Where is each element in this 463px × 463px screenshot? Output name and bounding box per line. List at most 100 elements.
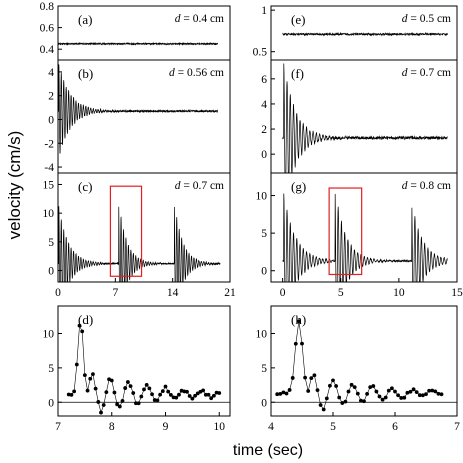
data-point — [390, 386, 394, 391]
data-point — [393, 389, 397, 394]
data-point — [287, 388, 292, 392]
data-point — [166, 389, 171, 394]
y-tick-label: 0.6 — [40, 23, 55, 35]
annotation-variable: d — [169, 67, 175, 79]
data-point — [340, 401, 345, 405]
data-point — [334, 384, 338, 388]
data-point — [290, 376, 295, 380]
y-tick-label: 0 — [48, 266, 54, 278]
data-point — [368, 385, 373, 390]
data-point — [436, 391, 441, 396]
x-tick-label: 5 — [338, 287, 344, 299]
series-line — [282, 193, 448, 282]
x-tick-label: 6 — [392, 421, 398, 433]
x-tick-label: 9 — [163, 421, 169, 433]
panel-label: (c) — [78, 179, 92, 194]
panel-label: (d) — [78, 312, 93, 327]
data-point — [112, 390, 117, 395]
data-point — [275, 392, 280, 397]
data-point — [278, 391, 283, 396]
data-point — [433, 389, 438, 394]
data-point — [380, 397, 385, 402]
y-tick-label: 2 — [261, 124, 267, 136]
x-tick-label: 7 — [454, 421, 460, 433]
x-tick-label: 0 — [55, 287, 61, 299]
series-line — [58, 41, 219, 46]
y-tick-label: 4 — [261, 99, 267, 111]
data-point — [328, 383, 332, 388]
annotation-variable: d — [402, 13, 408, 25]
y-tick-label: 5 — [48, 237, 54, 249]
data-point — [309, 376, 314, 380]
panel-label: (b) — [78, 66, 93, 81]
data-point — [206, 392, 211, 397]
data-point — [80, 329, 85, 334]
data-point — [315, 388, 320, 393]
y-tick-label: 0 — [48, 114, 54, 126]
data-point — [399, 396, 404, 400]
data-point — [147, 386, 152, 391]
y-tick-label: 0 — [261, 149, 267, 161]
y-tick-label: 10 — [256, 191, 268, 203]
data-point — [303, 375, 307, 380]
data-point — [209, 396, 214, 401]
data-point — [300, 341, 304, 346]
data-point — [155, 398, 160, 403]
data-point — [136, 401, 141, 406]
panels-group: 0.4 0.6 0.8 (a) d = 0.4 cm -4 -2 0 2 4 (b) d = 0.56… — [40, 1, 463, 433]
annotation-variable: d — [175, 180, 181, 192]
x-tick-label: 10 — [214, 421, 226, 433]
x-tick-label: 21 — [224, 287, 236, 299]
data-point — [74, 362, 79, 367]
data-point — [123, 386, 128, 390]
y-tick-label: 0 — [261, 266, 267, 278]
spacing-annotation: d = 0.5 cm — [402, 13, 451, 25]
panel-b: -4 -2 0 2 4 (b) d = 0.56 cm — [44, 59, 231, 174]
data-point — [77, 323, 82, 328]
spacing-annotation: d = 0.7 cm — [402, 67, 451, 79]
data-point — [343, 399, 348, 404]
data-point — [312, 373, 317, 378]
data-point — [150, 392, 154, 397]
y-tick-label: 5 — [261, 228, 267, 240]
data-point — [99, 410, 103, 415]
panel-label: (e) — [291, 12, 305, 27]
data-point — [417, 393, 422, 398]
x-tick-label: 15 — [451, 287, 463, 299]
data-point — [144, 383, 149, 387]
data-point — [297, 319, 301, 324]
x-tick-label: 5 — [330, 421, 336, 433]
data-point — [69, 392, 74, 397]
y-tick-label: 0.4 — [40, 44, 55, 56]
data-point — [72, 389, 77, 394]
x-tick-label: 7 — [55, 421, 61, 433]
panel-label: (f) — [291, 66, 304, 81]
y-tick-label: 10 — [256, 329, 268, 341]
annotation-variable: d — [402, 67, 408, 79]
data-point — [383, 395, 388, 400]
data-point — [430, 388, 435, 393]
panel-label: (g) — [291, 179, 306, 194]
annotation-value: = 0.7 cm — [180, 180, 224, 192]
panel-e: 0.5 1 (e) d = 0.5 cm — [253, 5, 458, 61]
data-point — [134, 401, 138, 406]
data-point — [355, 391, 360, 396]
spacing-annotation: d = 0.4 cm — [175, 13, 224, 25]
data-point — [396, 393, 400, 398]
x-tick-label: 4 — [268, 421, 274, 433]
data-point — [104, 390, 109, 395]
y-tick-label: 5 — [48, 363, 54, 375]
data-point — [93, 386, 98, 391]
x-tick-label: 10 — [393, 287, 405, 299]
data-point — [421, 393, 425, 398]
data-point — [318, 403, 323, 407]
panel-f: 0 2 4 6 (f) d = 0.7 cm — [261, 59, 458, 174]
data-point — [414, 390, 419, 394]
panel-frame — [270, 305, 458, 417]
data-point — [217, 391, 222, 395]
spacing-annotation: d = 0.8 cm — [402, 180, 451, 192]
panel-frame — [57, 172, 231, 283]
data-point — [139, 394, 144, 399]
panel-g: 0 5 10 0 5 10 15 (g) d = 0.8 cm — [256, 172, 463, 299]
